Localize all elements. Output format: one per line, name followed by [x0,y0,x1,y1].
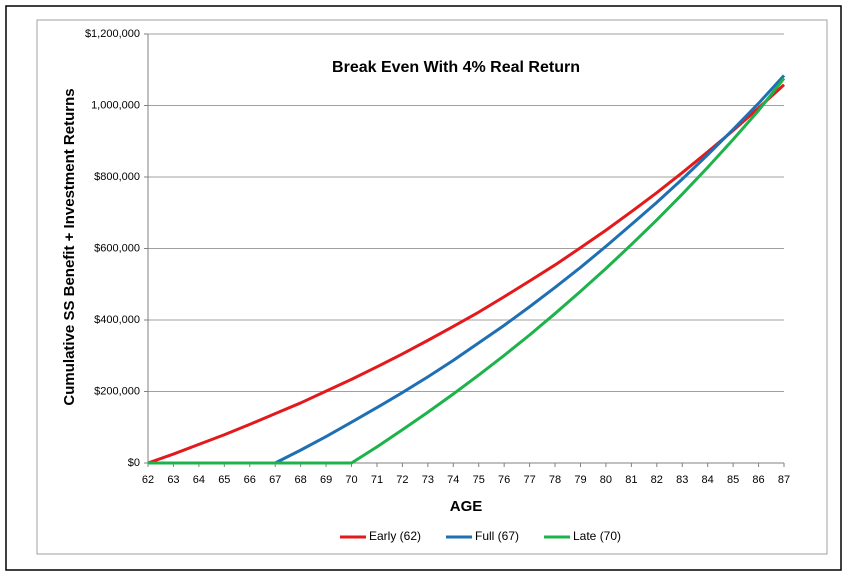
x-tick-label: 63 [167,474,179,486]
series-line [147,83,786,465]
y-tick-label: $600,000 [94,242,140,254]
x-tick-label: 64 [193,474,205,486]
series-line [148,77,786,465]
y-tick-label: $1,200,000 [85,28,140,40]
legend-label: Full (67) [475,529,519,543]
x-tick-label: 83 [676,474,688,486]
x-tick-label: 68 [295,474,307,486]
y-axis-label: Cumulative SS Benefit + Investment Retur… [61,88,78,405]
legend-label: Late (70) [573,529,621,543]
x-tick-label: 78 [549,474,561,486]
x-tick-label: 76 [498,474,510,486]
x-tick-label: 73 [422,474,434,486]
x-tick-label: 85 [727,474,739,486]
x-tick-label: 75 [473,474,485,486]
legend-label: Early (62) [369,529,421,543]
chart-title: Break Even With 4% Real Return [332,59,580,76]
outer-frame [5,5,842,571]
x-tick-label: 77 [523,474,535,486]
x-tick-label: 80 [600,474,612,486]
x-tick-label: 66 [244,474,256,486]
x-axis-label: AGE [450,498,483,515]
x-tick-label: 70 [345,474,357,486]
chart-frame [36,19,828,555]
y-tick-label: 1,000,000 [91,99,140,111]
x-tick-label: 62 [142,474,154,486]
y-tick-label: $400,000 [94,314,140,326]
x-tick-label: 84 [702,474,714,486]
x-tick-label: 79 [574,474,586,486]
x-tick-label: 69 [320,474,332,486]
y-tick-label: $800,000 [94,171,140,183]
x-tick-label: 72 [396,474,408,486]
x-tick-label: 65 [218,474,230,486]
x-tick-label: 74 [447,474,459,486]
y-tick-label: $200,000 [94,385,140,397]
x-tick-label: 82 [651,474,663,486]
x-tick-label: 81 [625,474,637,486]
y-tick-label: $0 [128,457,140,469]
x-tick-label: 71 [371,474,383,486]
x-tick-label: 87 [778,474,790,486]
x-tick-label: 67 [269,474,281,486]
x-tick-label: 86 [752,474,764,486]
